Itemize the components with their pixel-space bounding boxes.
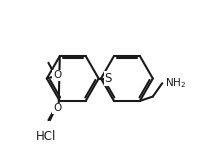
Text: S: S [104,72,112,85]
Text: NH$_2$: NH$_2$ [165,76,186,90]
Text: HCl: HCl [36,130,56,143]
Text: O: O [53,70,61,80]
Text: O: O [53,103,61,113]
